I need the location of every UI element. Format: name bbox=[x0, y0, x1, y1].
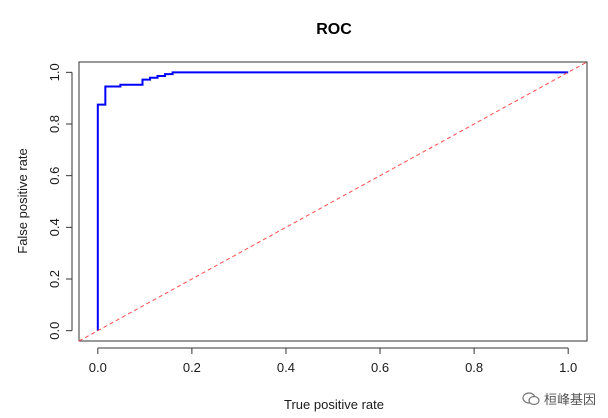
x-axis: 0.0 0.2 0.4 0.6 0.8 1.0 bbox=[89, 347, 577, 375]
watermark-text: 桓峰基因 bbox=[543, 393, 596, 408]
reference-diagonal-line bbox=[78, 61, 588, 342]
x-tick-label: 1.0 bbox=[559, 360, 577, 375]
chart-title: ROC bbox=[316, 21, 352, 38]
watermark: 桓峰基因 bbox=[522, 389, 596, 408]
x-tick-label: 0.8 bbox=[465, 360, 483, 375]
y-tick-label: 1.0 bbox=[47, 63, 62, 81]
y-tick-label: 0.4 bbox=[47, 218, 62, 236]
x-tick-label: 0.4 bbox=[277, 360, 295, 375]
y-axis: 0.0 0.2 0.4 0.6 0.8 1.0 bbox=[47, 63, 73, 340]
y-tick-label: 0.6 bbox=[47, 167, 62, 185]
x-tick-label: 0.0 bbox=[89, 360, 107, 375]
plot-frame bbox=[78, 61, 588, 342]
y-tick-label: 0.0 bbox=[47, 322, 62, 340]
y-tick-label: 0.2 bbox=[47, 270, 62, 288]
x-tick-label: 0.2 bbox=[183, 360, 201, 375]
roc-curve-line bbox=[96, 71, 569, 331]
x-tick-label: 0.6 bbox=[371, 360, 389, 375]
y-axis-label: False positive rate bbox=[15, 148, 30, 254]
wechat-icon bbox=[522, 391, 540, 405]
series-layer bbox=[78, 61, 588, 342]
y-tick-label: 0.8 bbox=[47, 115, 62, 133]
x-axis-label: True positive rate bbox=[284, 397, 384, 412]
